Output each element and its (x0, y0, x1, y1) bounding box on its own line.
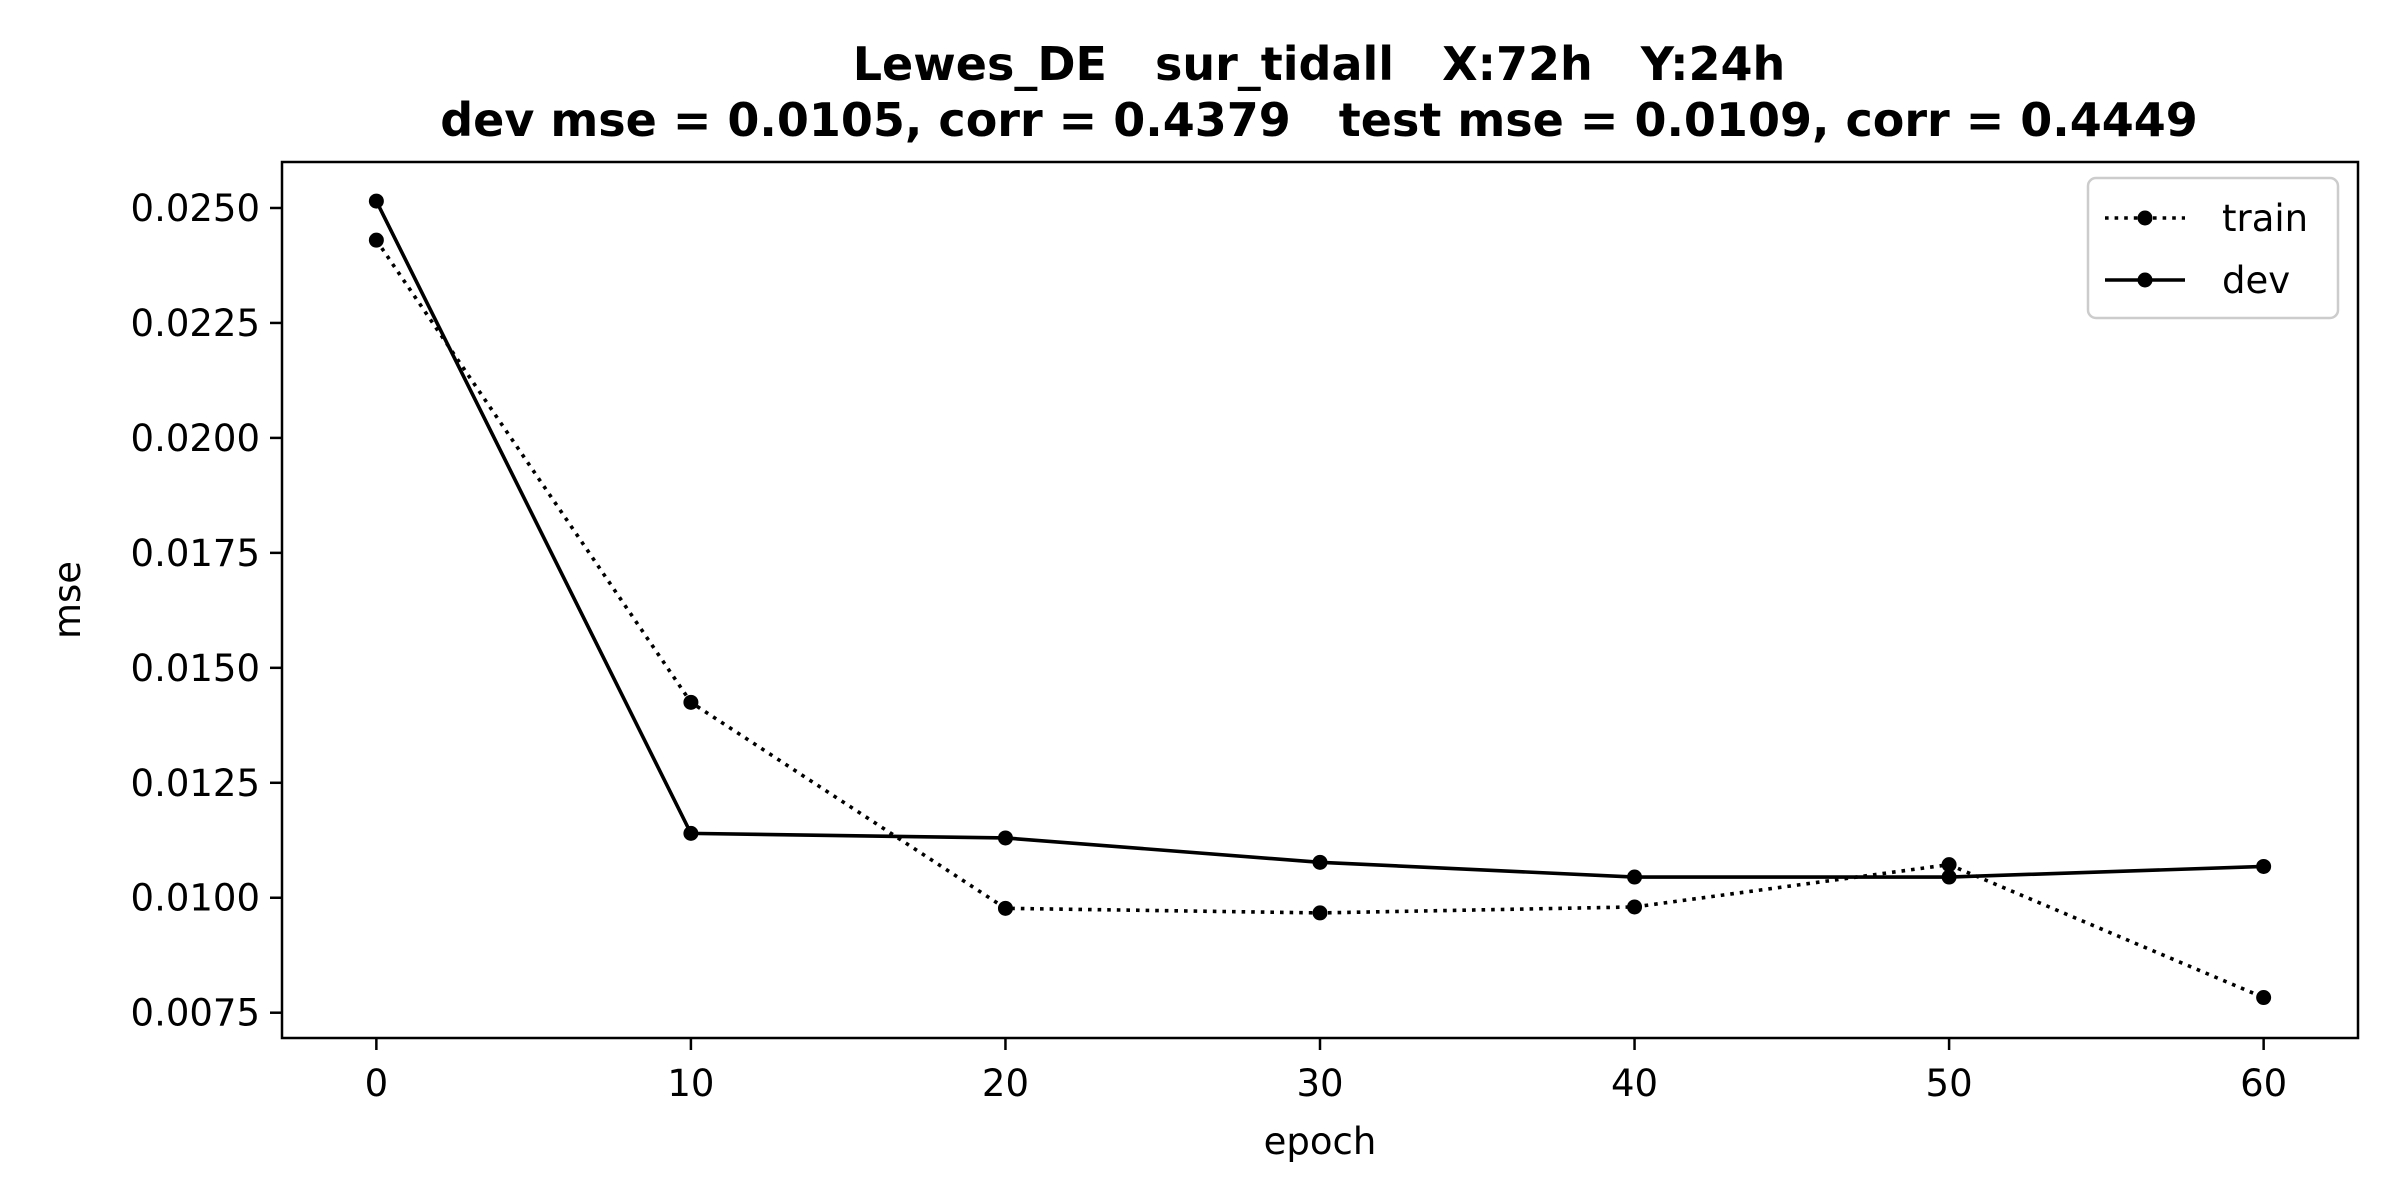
x-tick-label: 40 (1611, 1062, 1658, 1105)
data-point-train (997, 900, 1013, 916)
legend-label-dev: dev (2222, 259, 2290, 302)
data-point-dev (997, 830, 1013, 846)
x-tick-label: 30 (1296, 1062, 1343, 1105)
data-point-dev (368, 193, 384, 209)
chart-title: Lewes_DE sur_tidall X:72h Y:24h (853, 37, 1786, 91)
y-tick-label: 0.0125 (131, 762, 260, 805)
x-tick-label: 20 (982, 1062, 1029, 1105)
y-axis-label: mse (46, 561, 89, 639)
data-point-train (1312, 905, 1328, 921)
legend-label-train: train (2222, 197, 2308, 240)
data-point-train (1627, 899, 1643, 915)
data-point-train (368, 232, 384, 248)
legend-marker-train (2137, 210, 2153, 226)
x-tick-label: 0 (365, 1062, 389, 1105)
data-point-train (2256, 990, 2272, 1006)
y-tick-label: 0.0200 (131, 417, 260, 460)
data-point-dev (2256, 858, 2272, 874)
y-tick-label: 0.0150 (131, 647, 260, 690)
y-tick-label: 0.0250 (131, 187, 260, 230)
plot-content (368, 193, 2272, 1006)
data-point-dev (1941, 869, 1957, 885)
data-point-train (683, 694, 699, 710)
data-point-dev (683, 825, 699, 841)
x-tick-label: 60 (2240, 1062, 2287, 1105)
x-tick-label: 10 (667, 1062, 714, 1105)
x-tick-label: 50 (1926, 1062, 1973, 1105)
legend: train dev (2086, 176, 2340, 320)
data-point-dev (1627, 869, 1643, 885)
y-tick-label: 0.0075 (131, 992, 260, 1035)
x-axis-ticks: 0 10 20 30 40 50 60 (365, 1038, 2287, 1105)
y-tick-label: 0.0175 (131, 532, 260, 575)
x-axis-label: epoch (1264, 1120, 1377, 1163)
y-axis-ticks: 0.0075 0.0100 0.0125 0.0150 0.0175 0.0200 0.02… (131, 187, 282, 1035)
legend-marker-dev (2137, 272, 2153, 288)
data-point-dev (1312, 854, 1328, 870)
y-tick-label: 0.0225 (131, 302, 260, 345)
chart-subtitle: dev mse = 0.0105, corr = 0.4379 test mse… (440, 93, 2198, 147)
y-tick-label: 0.0100 (131, 877, 260, 920)
data-point-train (1941, 857, 1957, 873)
